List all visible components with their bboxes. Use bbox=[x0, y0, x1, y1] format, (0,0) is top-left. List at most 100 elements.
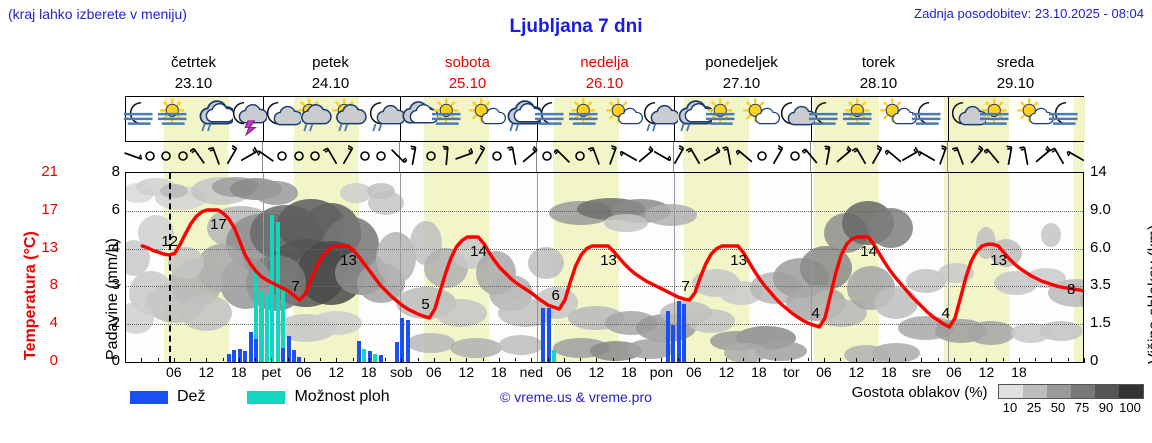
day-date: 29.10 bbox=[996, 75, 1035, 92]
day-date: 28.10 bbox=[859, 75, 898, 92]
wind-barb-icon bbox=[951, 145, 969, 169]
wind-barb-icon bbox=[720, 145, 738, 169]
showers-bar bbox=[270, 214, 275, 362]
moon-fog-icon bbox=[1047, 98, 1091, 142]
rain-bar bbox=[291, 350, 296, 362]
showers-bar bbox=[264, 294, 269, 362]
y-axis-temperature-label: Temperatura (°C) bbox=[22, 231, 39, 360]
daylight-shading bbox=[1074, 173, 1083, 362]
y-tick-cloud-height: 3.5 bbox=[1090, 276, 1111, 294]
showers-bar bbox=[254, 268, 259, 362]
precip-legend: Dež Možnost ploh bbox=[130, 386, 432, 408]
wind-day-separator bbox=[810, 142, 811, 172]
temperature-extreme-label: 4 bbox=[941, 305, 950, 322]
wind-barb-icon bbox=[686, 145, 704, 169]
cloud-density-tick: 100 bbox=[1119, 400, 1141, 415]
y-tick-cloud-height: 6.0 bbox=[1090, 238, 1111, 256]
day-date: 27.10 bbox=[722, 75, 761, 92]
x-axis-tick bbox=[515, 358, 517, 361]
x-axis-tick bbox=[466, 358, 468, 363]
x-axis-tick bbox=[287, 358, 289, 361]
rain-swatch bbox=[130, 390, 168, 404]
x-axis-tick-label: 12 bbox=[718, 364, 735, 380]
y-tick-temperature: 13 bbox=[41, 238, 58, 256]
x-axis-tick bbox=[986, 358, 988, 363]
wind-barb-icon bbox=[901, 145, 919, 169]
day-gridline bbox=[948, 173, 949, 362]
x-axis-tick bbox=[872, 358, 874, 361]
sun-cloud-rain-icon bbox=[293, 98, 337, 142]
rain-bar bbox=[286, 336, 291, 362]
wind-calm-icon bbox=[174, 145, 192, 169]
horizontal-gridline bbox=[126, 210, 1083, 212]
x-axis-tick bbox=[905, 358, 907, 361]
temperature-extreme-label: 12 bbox=[161, 233, 179, 250]
wind-day-separator bbox=[262, 142, 263, 172]
x-axis-tick bbox=[157, 358, 159, 361]
temperature-extreme-label: 7 bbox=[681, 278, 690, 295]
wind-barb-icon bbox=[934, 145, 952, 169]
moon-fog-icon bbox=[910, 98, 954, 142]
weather-icon-band bbox=[124, 96, 1085, 142]
x-axis-tick bbox=[628, 358, 630, 363]
x-axis-tick-label: 06 bbox=[686, 364, 702, 380]
x-axis-tick bbox=[141, 358, 143, 363]
x-axis-tick bbox=[758, 358, 760, 363]
wind-barb-icon bbox=[915, 145, 936, 169]
wind-day-separator bbox=[673, 142, 674, 172]
x-axis-tick bbox=[190, 358, 192, 361]
day-header-1: petek 24.10 bbox=[262, 52, 399, 96]
x-axis-tick bbox=[222, 358, 224, 361]
x-axis-tick bbox=[953, 358, 955, 363]
showers-bar bbox=[373, 353, 378, 362]
wind-barb-icon bbox=[521, 145, 539, 169]
wind-barb-icon bbox=[851, 145, 870, 169]
y-tick-precipitation: 0 bbox=[111, 352, 120, 369]
day-date: 26.10 bbox=[585, 75, 624, 92]
rain-bar bbox=[243, 351, 248, 362]
x-axis-tick-label: 12 bbox=[588, 364, 605, 380]
temperature-extreme-label: 14 bbox=[470, 243, 487, 260]
sun-cloud-icon bbox=[602, 98, 646, 142]
last-updated: Zadnja posodobitev: 23.10.2025 - 08:04 bbox=[914, 6, 1144, 21]
wind-barb-icon bbox=[505, 145, 523, 169]
x-axis-tick-label: 18 bbox=[621, 364, 637, 380]
x-axis-tick bbox=[417, 358, 419, 361]
y-tick-cloud-height: 9.0 bbox=[1090, 200, 1111, 218]
showers-bar bbox=[362, 349, 367, 362]
temperature-extreme-label: 5 bbox=[421, 296, 430, 313]
rain-bar bbox=[356, 340, 361, 362]
wind-day-separator bbox=[947, 142, 948, 172]
day-header-5: torek 28.10 bbox=[810, 52, 947, 96]
sun-fog-icon bbox=[156, 98, 200, 142]
rain-bar bbox=[297, 357, 302, 362]
wind-barb-icon bbox=[438, 145, 456, 169]
x-axis-tick bbox=[531, 358, 533, 363]
wind-calm-icon bbox=[306, 145, 324, 169]
wind-barb-icon bbox=[835, 145, 853, 169]
x-axis-tick bbox=[677, 358, 679, 361]
cloud-density-swatch bbox=[1047, 385, 1071, 398]
x-axis-tick bbox=[710, 358, 712, 361]
moon-fog-icon bbox=[807, 98, 851, 142]
wind-calm-icon bbox=[571, 145, 589, 169]
sun-cloud-icon bbox=[465, 98, 509, 142]
wind-barb-icon bbox=[552, 145, 572, 169]
x-axis-tick bbox=[336, 358, 338, 363]
wind-barb-icon bbox=[801, 145, 820, 169]
temperature-extreme-label: 13 bbox=[730, 252, 747, 269]
wind-calm-icon bbox=[356, 145, 374, 169]
y-tick-precipitation: 2 bbox=[111, 314, 120, 332]
x-axis-tick-label: sob bbox=[390, 364, 413, 380]
x-axis-tick-label: 18 bbox=[230, 364, 247, 380]
day-date: 25.10 bbox=[448, 75, 487, 92]
day-name: nedelja bbox=[580, 54, 629, 71]
x-axis-ticks bbox=[125, 358, 1085, 364]
y-tick-precipitation: 3 bbox=[111, 276, 120, 294]
temperature-extreme-label: 17 bbox=[210, 216, 227, 233]
x-axis-tick-label: 12 bbox=[328, 364, 345, 380]
sun-fog-icon bbox=[567, 98, 611, 142]
rain-bar bbox=[378, 355, 383, 362]
x-axis-tick-label: 06 bbox=[426, 364, 442, 380]
day-header-2: sobota 25.10 bbox=[399, 52, 536, 96]
